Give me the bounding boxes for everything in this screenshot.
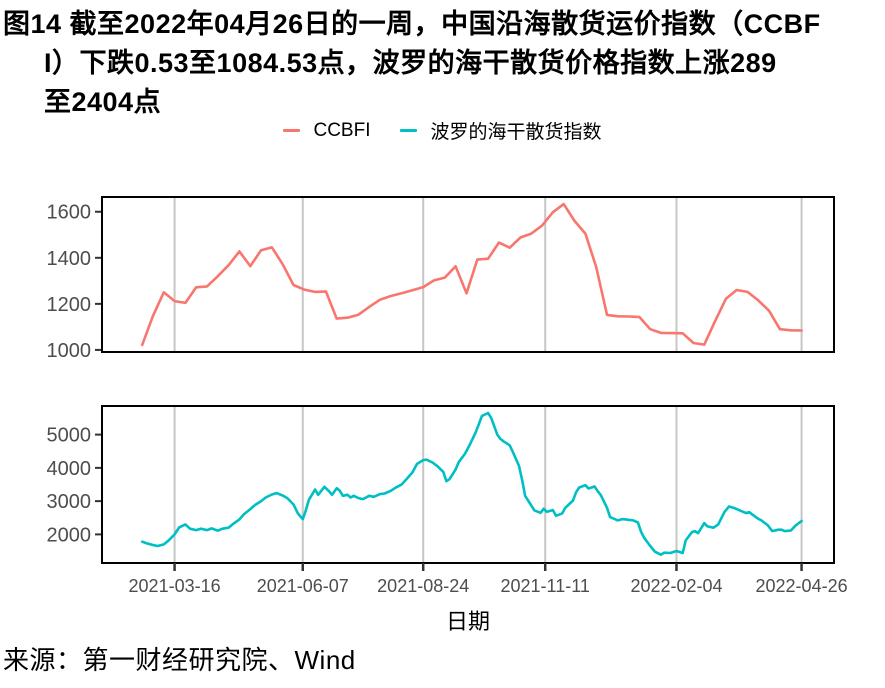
y-tick-label: 1200 [47, 294, 92, 316]
legend-item-bdi: 波罗的海干散货指数 [400, 117, 602, 144]
y-tick-label: 2000 [47, 524, 92, 546]
legend-label-ccbfi: CCBFI [313, 119, 371, 141]
source-note: 来源：第一财经研究院、Wind [3, 645, 356, 675]
x-tick-label: 2022-04-26 [756, 576, 848, 596]
chart-legend: CCBFI 波罗的海干散货指数 [0, 117, 885, 144]
ccbfi-line-key-icon [283, 128, 301, 133]
bdi-panel-border [101, 405, 835, 564]
legend-label-bdi: 波罗的海干散货指数 [430, 122, 602, 143]
bdi-line-key-icon [400, 128, 418, 133]
legend-item-ccbfi: CCBFI [283, 120, 370, 142]
figure-title: 图14 截至2022年04月26日的一周，中国沿海散货运价指数（CCBF I）下… [3, 5, 883, 122]
y-tick-label: 1400 [47, 248, 92, 270]
y-tick-label: 5000 [47, 425, 92, 447]
bdi-line [140, 411, 803, 557]
x-tick-label: 2021-06-07 [257, 576, 349, 596]
bdi-panel-background [102, 406, 834, 563]
title-line-1: 图14 截至2022年04月26日的一周，中国沿海散货运价指数（CCBF [3, 9, 821, 39]
ccbfi-panel-background [102, 197, 834, 352]
x-tick-label: 2021-11-11 [501, 576, 590, 596]
ccbfi-panel-border [101, 196, 835, 353]
title-line-2: I）下跌0.53至1084.53点，波罗的海干散货价格指数上涨289 [44, 48, 777, 78]
ccbfi-line [140, 202, 803, 347]
x-tick-label: 2021-03-16 [129, 576, 221, 596]
x-tick-label: 2022-02-04 [630, 576, 722, 596]
y-tick-label: 4000 [47, 458, 92, 480]
x-tick-label: 2021-08-24 [377, 576, 469, 596]
title-line-3: 至2404点 [44, 87, 162, 117]
y-tick-label: 3000 [47, 491, 92, 513]
y-tick-label: 1000 [47, 340, 92, 362]
x-axis-title: 日期 [446, 609, 490, 634]
y-tick-label: 1600 [47, 202, 92, 224]
